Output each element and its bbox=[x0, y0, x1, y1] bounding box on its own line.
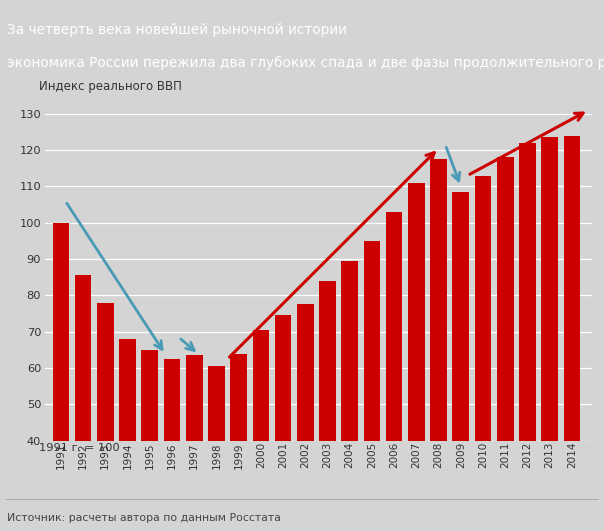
Bar bbox=[297, 304, 313, 531]
Bar bbox=[430, 159, 447, 531]
Bar bbox=[319, 281, 336, 531]
Text: 1991 г. = 100: 1991 г. = 100 bbox=[39, 443, 120, 453]
Bar bbox=[519, 143, 536, 531]
Bar bbox=[97, 303, 114, 531]
Bar bbox=[564, 135, 580, 531]
Text: Индекс реального ВВП: Индекс реального ВВП bbox=[39, 80, 182, 93]
Bar bbox=[230, 354, 247, 531]
Bar bbox=[164, 359, 180, 531]
Text: экономика России пережила два глубоких спада и две фазы продолжительного роста: экономика России пережила два глубоких с… bbox=[7, 56, 604, 70]
Bar bbox=[408, 183, 425, 531]
Bar bbox=[475, 176, 492, 531]
Bar bbox=[497, 157, 513, 531]
Bar bbox=[541, 138, 558, 531]
Bar bbox=[386, 212, 402, 531]
Bar bbox=[364, 241, 381, 531]
Bar bbox=[53, 222, 69, 531]
Text: Источник: расчеты автора по данным Росстата: Источник: расчеты автора по данным Росст… bbox=[7, 513, 281, 523]
Bar bbox=[186, 355, 202, 531]
Bar bbox=[208, 366, 225, 531]
Bar bbox=[75, 276, 91, 531]
Bar bbox=[119, 339, 136, 531]
Bar bbox=[141, 350, 158, 531]
Bar bbox=[452, 192, 469, 531]
Bar bbox=[252, 330, 269, 531]
Text: За четверть века новейшей рыночной истории: За четверть века новейшей рыночной истор… bbox=[7, 22, 347, 37]
Bar bbox=[341, 261, 358, 531]
Bar bbox=[275, 315, 291, 531]
